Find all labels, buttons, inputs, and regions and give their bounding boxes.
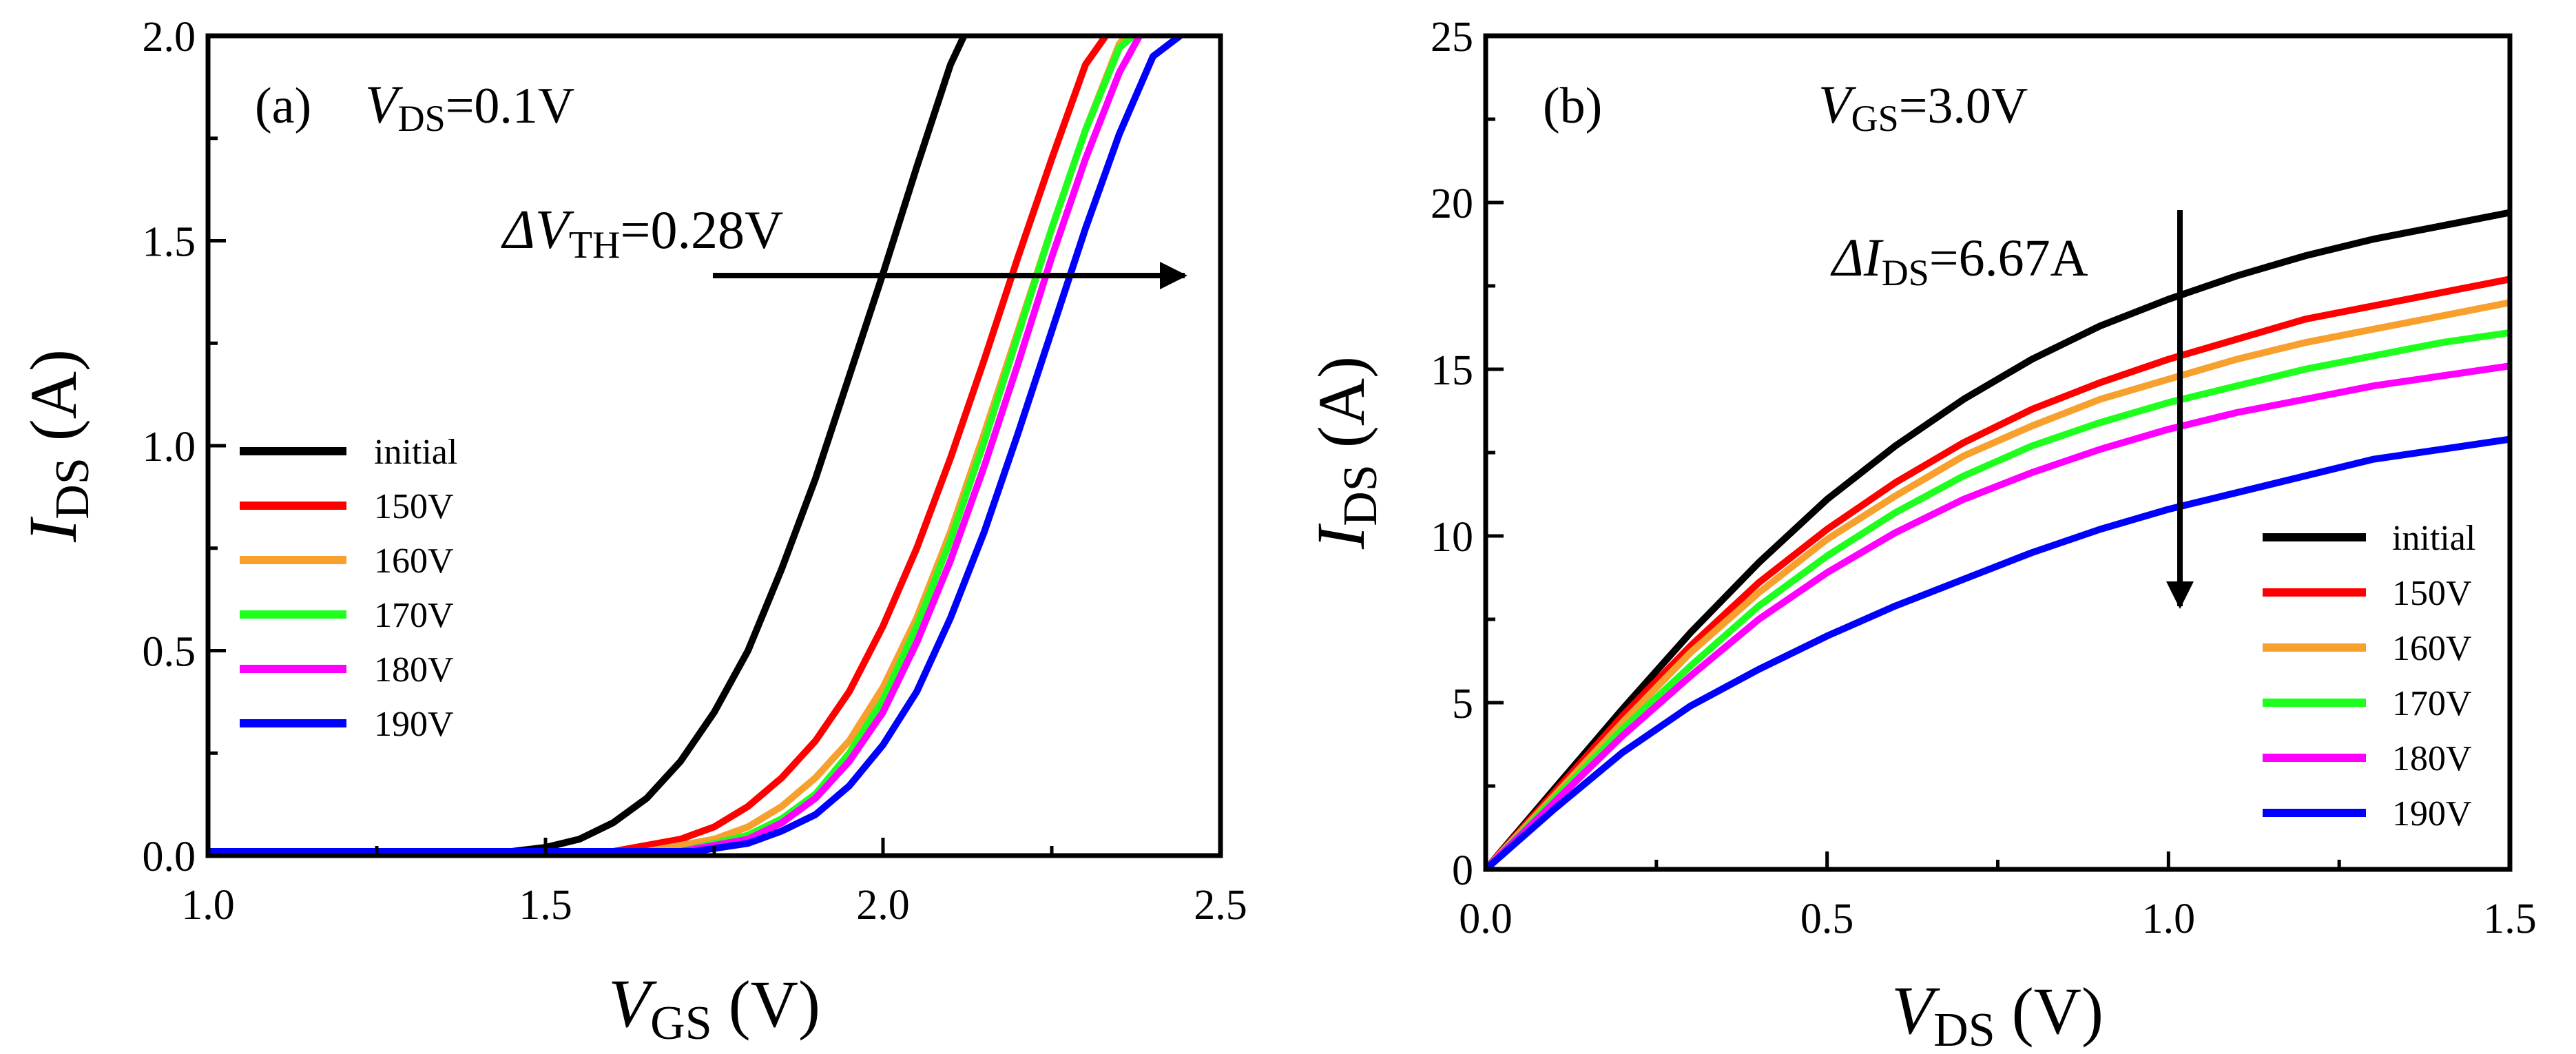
series-line-a-150v bbox=[208, 36, 1110, 855]
legend-label-a-180v: 180V bbox=[374, 650, 454, 690]
series-line-a-170v bbox=[208, 36, 1136, 855]
delta-vth-subscript: TH bbox=[569, 224, 621, 267]
delta-vth-symbol: ΔV bbox=[501, 200, 574, 260]
x-axis-title-a: VGS (V) bbox=[608, 965, 820, 1050]
y-axis-unit-b: (A) bbox=[1305, 356, 1378, 464]
x-axis-subscript-b: DS bbox=[1933, 1004, 1995, 1054]
condition-symbol-b: V bbox=[1818, 74, 1857, 134]
legend-label-a-190v: 190V bbox=[374, 705, 454, 744]
x-axis-symbol-a: V bbox=[608, 965, 657, 1042]
chart-panel-a: 1.0 1.5 2.0 2.50.00.51.01.52.0 (a) VDS=0.1V… bbox=[14, 14, 1247, 1050]
y-axis-title-b: IDS (A) bbox=[1302, 356, 1387, 550]
y-axis-subscript-b: DS bbox=[1334, 464, 1387, 526]
condition-value-a: =0.1V bbox=[446, 78, 575, 134]
x-tick-label-a: 1.0 bbox=[181, 882, 235, 929]
x-tick-label-a: 1.5 bbox=[519, 882, 572, 929]
x-axis-title-b: VDS (V) bbox=[1891, 972, 2104, 1054]
tick-labels-b: 0.0 0.5 1.0 1.5 0 5 10 15 20 25 bbox=[1431, 14, 2537, 942]
delta-ids-subscript: DS bbox=[1882, 252, 1929, 293]
y-tick-label-b: 15 bbox=[1431, 347, 1473, 394]
y-tick-label-a: 1.5 bbox=[143, 219, 196, 266]
legend-label-a-initial: initial bbox=[374, 433, 457, 472]
y-tick-label-b: 5 bbox=[1452, 681, 1473, 727]
y-tick-label-b: 10 bbox=[1431, 514, 1473, 561]
tick-labels-a: 1.0 1.5 2.0 2.5 0.0 0.5 1.0 1.5 2.0 bbox=[143, 14, 1247, 929]
panel-label-a: (a) bbox=[255, 78, 311, 134]
series-line-b-190v bbox=[1486, 435, 2510, 869]
legend-label-a-170v: 170V bbox=[374, 596, 454, 635]
series-line-a-initial bbox=[208, 36, 968, 855]
legend-label-b-180v: 180V bbox=[2392, 739, 2472, 778]
ticks-a bbox=[206, 34, 1223, 858]
condition-subscript-b: GS bbox=[1851, 98, 1899, 139]
legend-label-b-160v: 160V bbox=[2392, 629, 2472, 668]
legend-label-b-initial: initial bbox=[2392, 519, 2475, 558]
condition-symbol-a: V bbox=[365, 74, 404, 134]
plot-area-a bbox=[208, 36, 1184, 855]
x-tick-label-a: 2.5 bbox=[1194, 882, 1247, 929]
legend-a: initial 150V 160V 170V 180V 190V bbox=[240, 433, 457, 744]
y-tick-label-a: 2.0 bbox=[143, 14, 196, 61]
ticks-b bbox=[1484, 34, 2512, 871]
series-line-b-170v bbox=[1486, 329, 2510, 869]
x-tick-label-b: 1.0 bbox=[2142, 896, 2196, 942]
legend-label-a-160v: 160V bbox=[374, 541, 454, 581]
y-tick-label-b: 0 bbox=[1452, 847, 1473, 894]
x-tick-label-b: 0.5 bbox=[1800, 896, 1854, 942]
x-tick-label-a: 2.0 bbox=[856, 882, 910, 929]
condition-value-b: =3.0V bbox=[1899, 78, 2028, 134]
panel-label-b: (b) bbox=[1543, 78, 1602, 134]
delta-ids-annotation: ΔIDS=6.67A bbox=[1830, 227, 2088, 293]
y-axis-title-a: IDS (A) bbox=[14, 349, 99, 543]
x-axis-symbol-b: V bbox=[1891, 972, 1940, 1048]
series-line-b-150v bbox=[1486, 276, 2510, 869]
y-tick-label-b: 20 bbox=[1431, 180, 1473, 227]
axes-frame-a bbox=[205, 33, 1223, 858]
y-tick-label-b: 25 bbox=[1431, 14, 1473, 61]
y-axis-subscript-a: DS bbox=[46, 457, 99, 519]
y-tick-label-a: 0.0 bbox=[143, 834, 196, 880]
y-axis-unit-a: (A) bbox=[17, 349, 90, 457]
legend-label-b-170v: 170V bbox=[2392, 684, 2472, 723]
series-line-a-180v bbox=[208, 36, 1143, 855]
condition-subscript-a: DS bbox=[398, 98, 446, 139]
series-lines-a bbox=[208, 36, 1184, 855]
delta-vth-annotation: ΔVTH=0.28V bbox=[501, 200, 783, 267]
plot-area-b bbox=[1486, 209, 2510, 869]
x-tick-label-b: 1.5 bbox=[2483, 896, 2537, 942]
y-axis-symbol-a: I bbox=[14, 516, 91, 543]
x-axis-unit-b: (V) bbox=[1995, 974, 2104, 1048]
series-line-b-initial bbox=[1486, 209, 2510, 869]
x-axis-subscript-a: GS bbox=[650, 997, 711, 1050]
delta-vth-value: =0.28V bbox=[620, 200, 783, 260]
series-line-b-180v bbox=[1486, 362, 2510, 869]
delta-ids-value: =6.67A bbox=[1929, 229, 2088, 287]
delta-ids-symbol: ΔI bbox=[1830, 227, 1884, 287]
y-axis-symbol-b: I bbox=[1302, 523, 1379, 550]
legend-label-a-150v: 150V bbox=[374, 487, 454, 526]
x-tick-label-b: 0.0 bbox=[1459, 896, 1513, 942]
condition-annotation-a: VDS=0.1V bbox=[365, 74, 574, 139]
series-line-a-190v bbox=[208, 36, 1184, 855]
series-line-b-160v bbox=[1486, 299, 2510, 869]
legend-label-b-190v: 190V bbox=[2392, 794, 2472, 834]
legend-b: initial 150V 160V 170V 180V 190V bbox=[2263, 519, 2475, 834]
legend-label-b-150v: 150V bbox=[2392, 574, 2472, 613]
condition-annotation-b: VGS=3.0V bbox=[1818, 74, 2028, 139]
x-axis-unit-a: (V) bbox=[712, 967, 820, 1041]
series-lines-b bbox=[1486, 209, 2510, 869]
y-tick-label-a: 1.0 bbox=[143, 424, 196, 471]
y-tick-label-a: 0.5 bbox=[143, 629, 196, 676]
